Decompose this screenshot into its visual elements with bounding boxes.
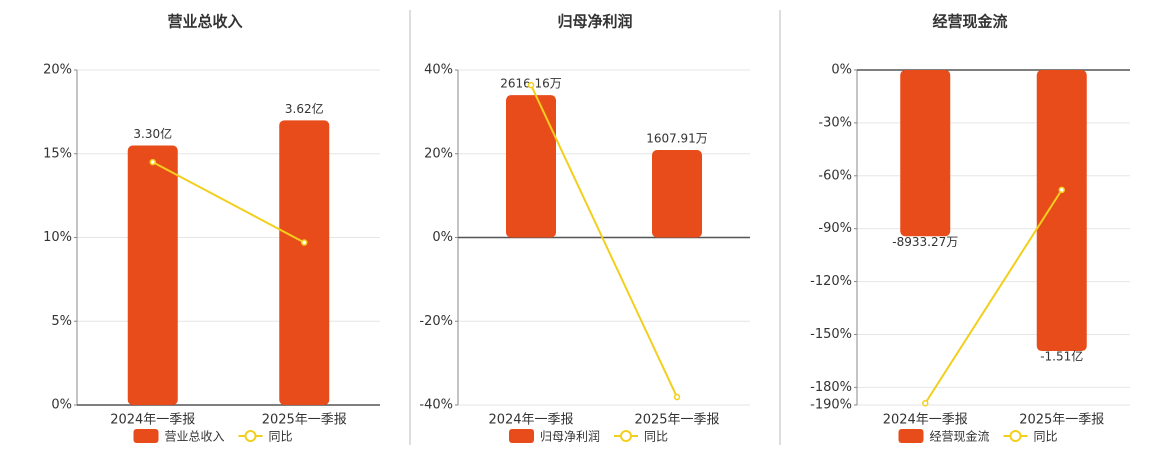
x-tick-label: 2025年一季报: [634, 413, 719, 428]
line: [530, 84, 678, 398]
bar: [506, 95, 556, 238]
legend-label: 经营现金流: [930, 429, 990, 444]
x-tick-label: 2025年一季报: [262, 413, 347, 428]
y-tick-label: 10%: [43, 230, 72, 245]
y-tick-label: -20%: [419, 314, 453, 329]
y-tick-label: -40%: [419, 398, 453, 413]
line-point: [673, 393, 681, 401]
y-tick-label: -190%: [810, 398, 852, 413]
x-tick-label: 2024年一季报: [110, 413, 195, 428]
line: [924, 189, 1063, 404]
y-tick-label: 15%: [43, 146, 72, 161]
line-point: [149, 158, 156, 166]
y-tick-label: -60%: [818, 168, 852, 183]
value-label: 3.30亿: [133, 126, 172, 141]
line-point: [301, 239, 308, 246]
legend-swatch: [620, 430, 632, 442]
legend-swatch: [1009, 430, 1022, 442]
legend-swatch: [244, 430, 257, 442]
legend-label: 同比: [1034, 430, 1058, 444]
y-tick-label: 5%: [51, 314, 72, 329]
legend-swatch: [133, 429, 159, 443]
chart-title: 归母净利润: [557, 13, 632, 31]
legend-label: 同比: [269, 430, 293, 444]
line-point: [922, 399, 929, 407]
chart-title: 营业总收入: [167, 13, 242, 31]
line-point: [1058, 186, 1065, 194]
bar: [1036, 70, 1087, 352]
y-tick-label: 0%: [51, 398, 72, 413]
bar: [127, 145, 178, 405]
y-tick-label: 20%: [43, 63, 72, 78]
bar: [900, 70, 951, 237]
legend-swatch: [509, 429, 534, 443]
value-label: -8933.27万: [892, 235, 958, 249]
legend-swatch: [898, 429, 924, 443]
legend-label: 同比: [644, 430, 668, 444]
y-tick-label: -90%: [818, 221, 852, 236]
bar: [279, 120, 330, 405]
legend-label: 营业总收入: [165, 430, 225, 444]
y-tick-label: -30%: [818, 115, 852, 130]
chart-title: 经营现金流: [932, 13, 1007, 31]
bar: [652, 150, 702, 238]
x-tick-label: 2025年一季报: [1019, 413, 1104, 428]
y-tick-label: 20%: [424, 146, 453, 161]
line-point: [527, 81, 535, 89]
y-tick-label: -180%: [810, 380, 852, 395]
value-label: -1.51亿: [1040, 349, 1083, 364]
x-tick-label: 2024年一季报: [488, 413, 573, 428]
y-tick-label: 0%: [432, 230, 453, 245]
legend-label: 归母净利润: [540, 430, 600, 444]
value-label: 1607.91万: [646, 132, 708, 146]
y-tick-label: -120%: [810, 274, 852, 289]
x-tick-label: 2024年一季报: [883, 413, 968, 428]
y-tick-label: -150%: [810, 327, 852, 342]
value-label: 3.62亿: [285, 101, 324, 116]
y-tick-label: 0%: [831, 63, 852, 78]
y-tick-label: 40%: [424, 63, 453, 78]
line: [152, 161, 305, 244]
